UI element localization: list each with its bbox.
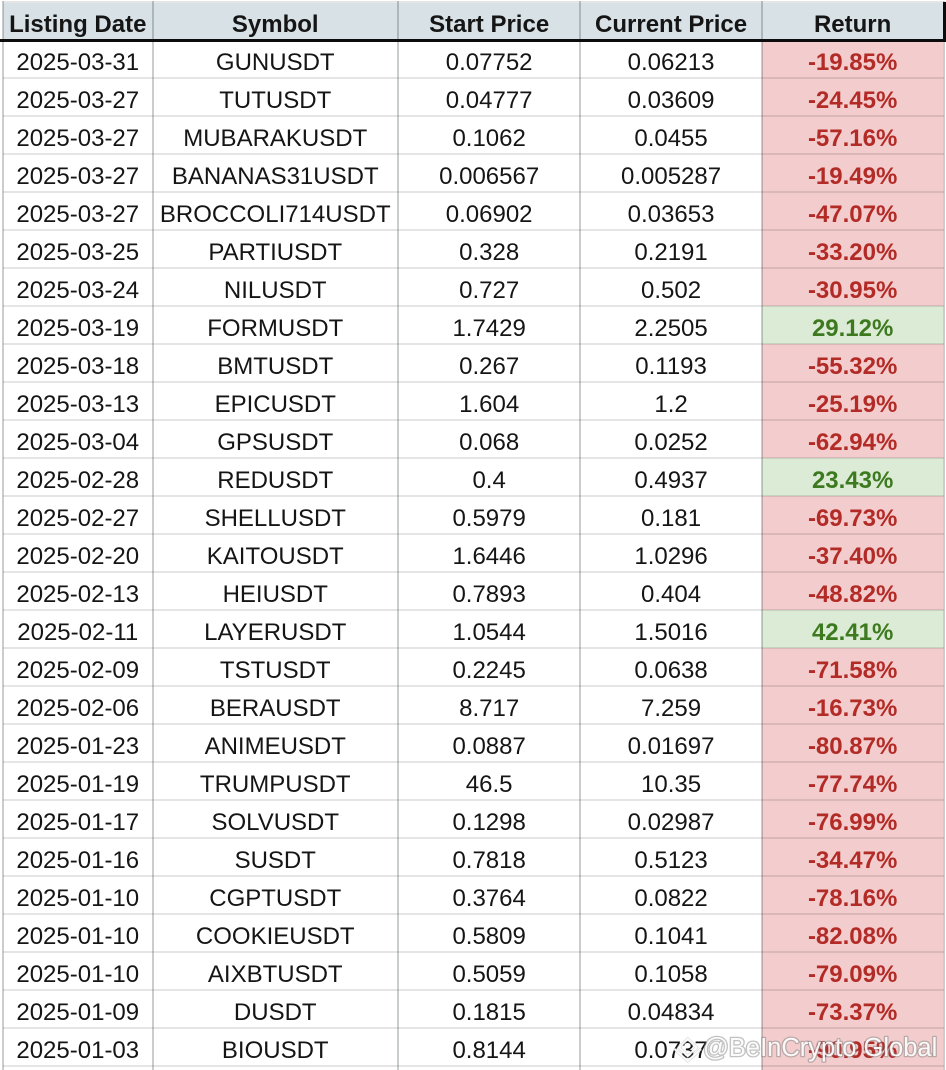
svg-text:@BeInCrypto Global: @BeInCrypto Global xyxy=(703,1034,937,1062)
